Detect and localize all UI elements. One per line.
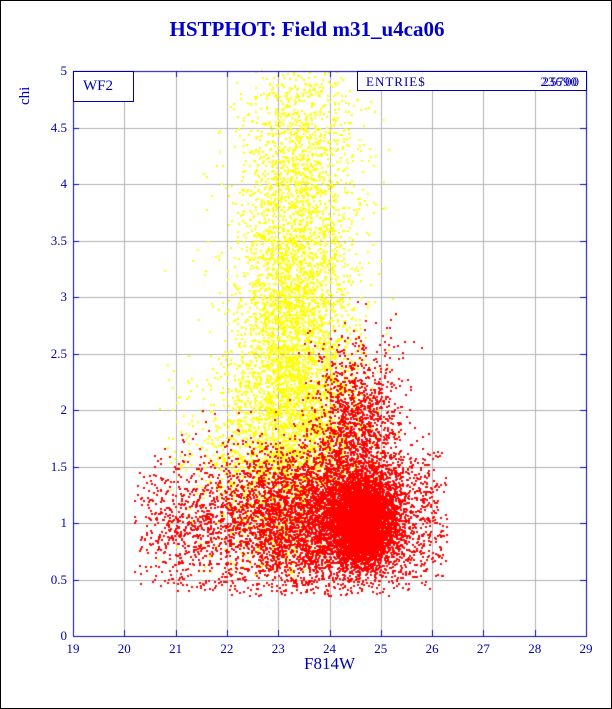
entries-label: ENTRIE$ — [366, 74, 426, 89]
y-axis-label: chi — [17, 86, 33, 105]
chart-title: HSTPHOT: Field m31_u4ca06 — [169, 17, 445, 41]
entries-value-2: 25700 — [542, 74, 580, 89]
x-axis-label: F814W — [304, 654, 355, 673]
entries-value-1: 23690 — [540, 74, 578, 89]
entries-box: ENTRIE$ 23690 25700 — [357, 71, 587, 91]
detector-label-box: WF2 — [73, 71, 134, 102]
detector-label: WF2 — [83, 78, 113, 94]
